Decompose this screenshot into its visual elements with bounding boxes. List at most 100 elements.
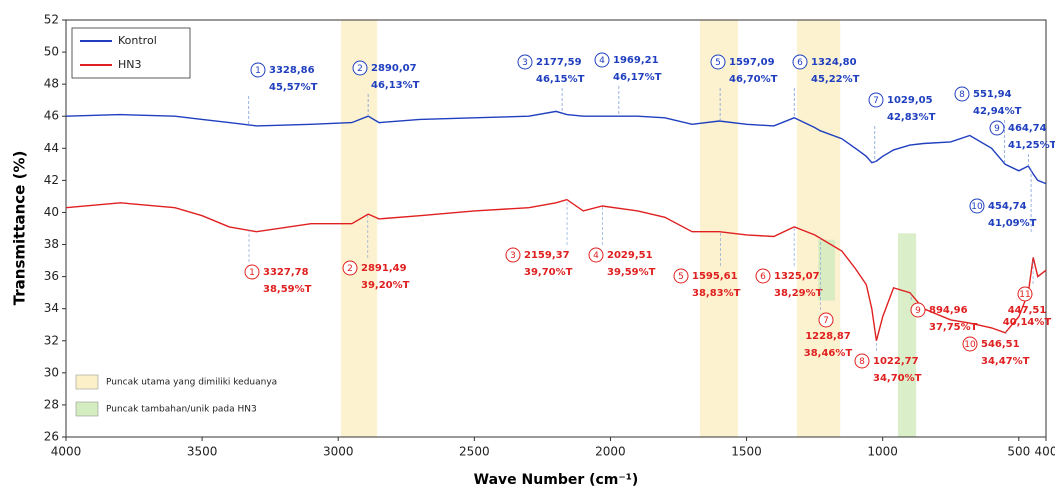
series-line (65, 198, 1047, 341)
y-tick-label: 30 (44, 365, 59, 379)
annotation-transmittance: 41,25%T (1008, 140, 1055, 151)
highlight-region (897, 233, 917, 437)
annotation-badge (792, 54, 808, 70)
annotation-transmittance: 45,22%T (811, 74, 860, 85)
annotation-number: 8 (959, 90, 965, 100)
annotation-transmittance: 39,70%T (524, 267, 573, 278)
annotation-badge (342, 260, 358, 276)
annotation-badge (352, 60, 368, 76)
x-tick-label: 500 (1007, 445, 1030, 459)
annotation-wavenumber: 3327,78 (263, 267, 309, 278)
annotation-wavenumber: 464,74 (1008, 123, 1047, 134)
annotation-number: 9 (915, 306, 921, 316)
annotation-number: 1 (255, 66, 261, 76)
annotation-badge (594, 52, 610, 68)
annotation-transmittance: 42,83%T (887, 112, 936, 123)
annotation-transmittance: 46,17%T (613, 72, 662, 83)
legend-label: HN3 (118, 58, 142, 71)
annotation-badge (868, 92, 884, 108)
annotation-number: 3 (510, 251, 516, 261)
annotation-number: 10 (964, 340, 976, 350)
annotation-wavenumber: 447,51 (1008, 305, 1047, 316)
annotation-badge (854, 353, 870, 369)
annotation-number: 7 (823, 316, 829, 326)
annotation-number: 3 (522, 58, 528, 68)
annotation-wavenumber: 2891,49 (361, 263, 407, 274)
y-tick-label: 28 (44, 397, 59, 411)
annotation-wavenumber: 1228,87 (805, 331, 851, 342)
y-tick-label: 34 (44, 301, 59, 315)
annotation-transmittance: 40,14%T (1003, 317, 1052, 328)
annotation-wavenumber: 546,51 (981, 339, 1020, 350)
y-axis-label: Transmittance (%) (11, 151, 29, 306)
annotation-wavenumber: 551,94 (973, 89, 1012, 100)
annotation-badge (505, 247, 521, 263)
y-tick-label: 42 (44, 173, 59, 187)
y-tick-label: 26 (44, 430, 59, 444)
annotation-transmittance: 39,20%T (361, 280, 410, 291)
highlight-region (340, 20, 378, 437)
annotation-transmittance: 46,15%T (536, 74, 585, 85)
annotation-transmittance: 42,94%T (973, 106, 1022, 117)
annotation-transmittance: 37,75%T (929, 322, 978, 333)
annotation-number: 11 (1019, 290, 1030, 300)
annotation-badge (755, 268, 771, 284)
annotation-badge (710, 54, 726, 70)
annotation-wavenumber: 2159,37 (524, 250, 570, 261)
annotation-badge (818, 312, 834, 328)
annotation-wavenumber: 1325,07 (774, 271, 820, 282)
annotation-wavenumber: 1969,21 (613, 55, 659, 66)
annotation-wavenumber: 454,74 (988, 201, 1027, 212)
region-legend-swatch (75, 401, 99, 417)
region-legend-label: Puncak utama yang dimiliki keduanya (106, 378, 277, 388)
legend-box (71, 27, 191, 79)
y-tick-label: 44 (44, 141, 59, 155)
annotation-number: 6 (760, 272, 766, 282)
x-tick-label: 4000 (51, 445, 82, 459)
x-tick-label: 3000 (323, 445, 354, 459)
annotation-transmittance: 34,47%T (981, 356, 1030, 367)
highlight-region (796, 20, 841, 437)
annotation-wavenumber: 1324,80 (811, 57, 857, 68)
annotation-badge (588, 247, 604, 263)
region-legend-swatch (75, 374, 99, 390)
annotation-wavenumber: 1022,77 (873, 356, 919, 367)
x-tick-label: 3500 (187, 445, 218, 459)
x-tick-label: 1000 (867, 445, 898, 459)
annotation-badge (989, 120, 1005, 136)
y-tick-label: 38 (44, 237, 59, 251)
x-tick-label: 2500 (459, 445, 490, 459)
annotation-transmittance: 38,83%T (692, 288, 741, 299)
annotation-number: 2 (347, 264, 353, 274)
annotation-wavenumber: 2890,07 (371, 63, 417, 74)
annotation-wavenumber: 2029,51 (607, 250, 653, 261)
plot-frame (65, 19, 1047, 438)
annotation-transmittance: 41,09%T (988, 218, 1037, 229)
annotation-badge (673, 268, 689, 284)
annotation-number: 8 (859, 357, 865, 367)
annotation-transmittance: 46,70%T (729, 74, 778, 85)
annotation-badge (1017, 286, 1033, 302)
annotation-badge (244, 264, 260, 280)
annotation-badge (910, 302, 926, 318)
y-tick-label: 36 (44, 269, 59, 283)
y-tick-label: 40 (44, 205, 59, 219)
annotation-wavenumber: 1595,61 (692, 271, 738, 282)
annotation-transmittance: 38,29%T (774, 288, 823, 299)
annotation-transmittance: 34,70%T (873, 373, 922, 384)
annotation-number: 9 (994, 124, 1000, 134)
annotation-number: 4 (593, 251, 599, 261)
annotation-wavenumber: 2177,59 (536, 57, 582, 68)
annotation-number: 7 (873, 96, 879, 106)
annotation-wavenumber: 1029,05 (887, 95, 933, 106)
series-line (65, 110, 1047, 185)
annotation-number: 10 (971, 202, 983, 212)
x-tick-label: 1500 (731, 445, 762, 459)
annotation-badge (954, 86, 970, 102)
highlight-region (700, 20, 739, 437)
highlight-region (818, 239, 836, 301)
y-tick-label: 46 (44, 109, 59, 123)
x-tick-label: 400 (1035, 445, 1055, 459)
annotation-transmittance: 38,46%T (804, 348, 853, 359)
